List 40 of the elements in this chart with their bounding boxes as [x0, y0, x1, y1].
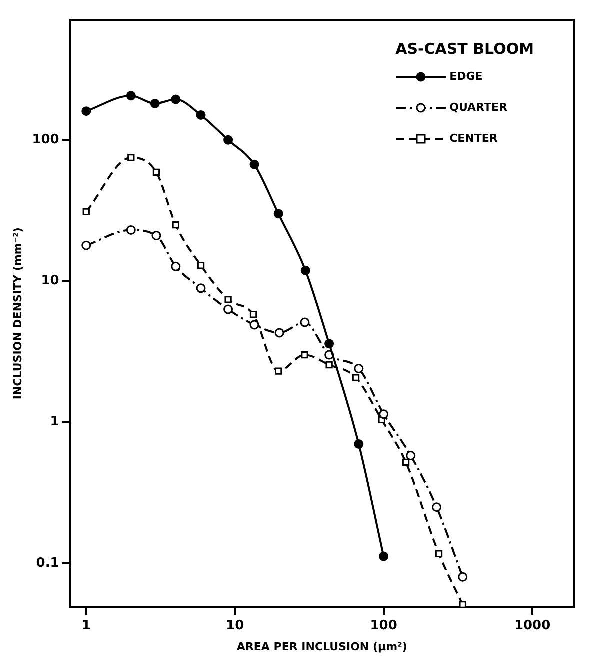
x-tick-label: 100 — [370, 618, 398, 634]
point — [459, 601, 466, 608]
point — [379, 410, 389, 420]
point — [274, 328, 284, 338]
point — [196, 110, 206, 120]
y-tick-label: 100 — [32, 132, 60, 148]
point — [354, 439, 364, 449]
point — [172, 222, 180, 229]
point — [171, 262, 181, 272]
point — [274, 209, 284, 219]
point — [224, 135, 234, 145]
point — [432, 502, 442, 512]
x-axis-title: AREA PER INCLUSION (μm²) — [236, 640, 408, 654]
point — [300, 318, 310, 328]
point — [274, 368, 282, 375]
point — [171, 94, 181, 104]
point — [197, 262, 205, 270]
point — [406, 451, 416, 460]
point — [458, 572, 468, 582]
x-tick-label: 10 — [226, 618, 244, 634]
point — [354, 364, 364, 374]
point — [250, 320, 260, 330]
point — [196, 284, 206, 294]
point — [379, 552, 389, 562]
point — [224, 304, 234, 314]
point — [250, 160, 260, 170]
legend-title: AS-CAST BLOOM — [396, 40, 534, 58]
x-tick-label: 1 — [82, 618, 91, 634]
legend-label: QUARTER — [450, 101, 508, 114]
y-tick-label: 10 — [41, 274, 60, 289]
legend-label: EDGE — [450, 70, 483, 83]
point — [224, 296, 232, 304]
y-tick-label: 1 — [50, 414, 60, 430]
x-tick-label: 1000 — [514, 618, 551, 634]
y-tick-label: 0.1 — [36, 556, 60, 571]
legend-label: CENTER — [450, 132, 498, 145]
point — [300, 266, 310, 276]
point — [301, 351, 308, 359]
point — [250, 311, 258, 318]
y-axis-title: INCLUSION DENSITY (mm⁻²) — [11, 228, 24, 400]
